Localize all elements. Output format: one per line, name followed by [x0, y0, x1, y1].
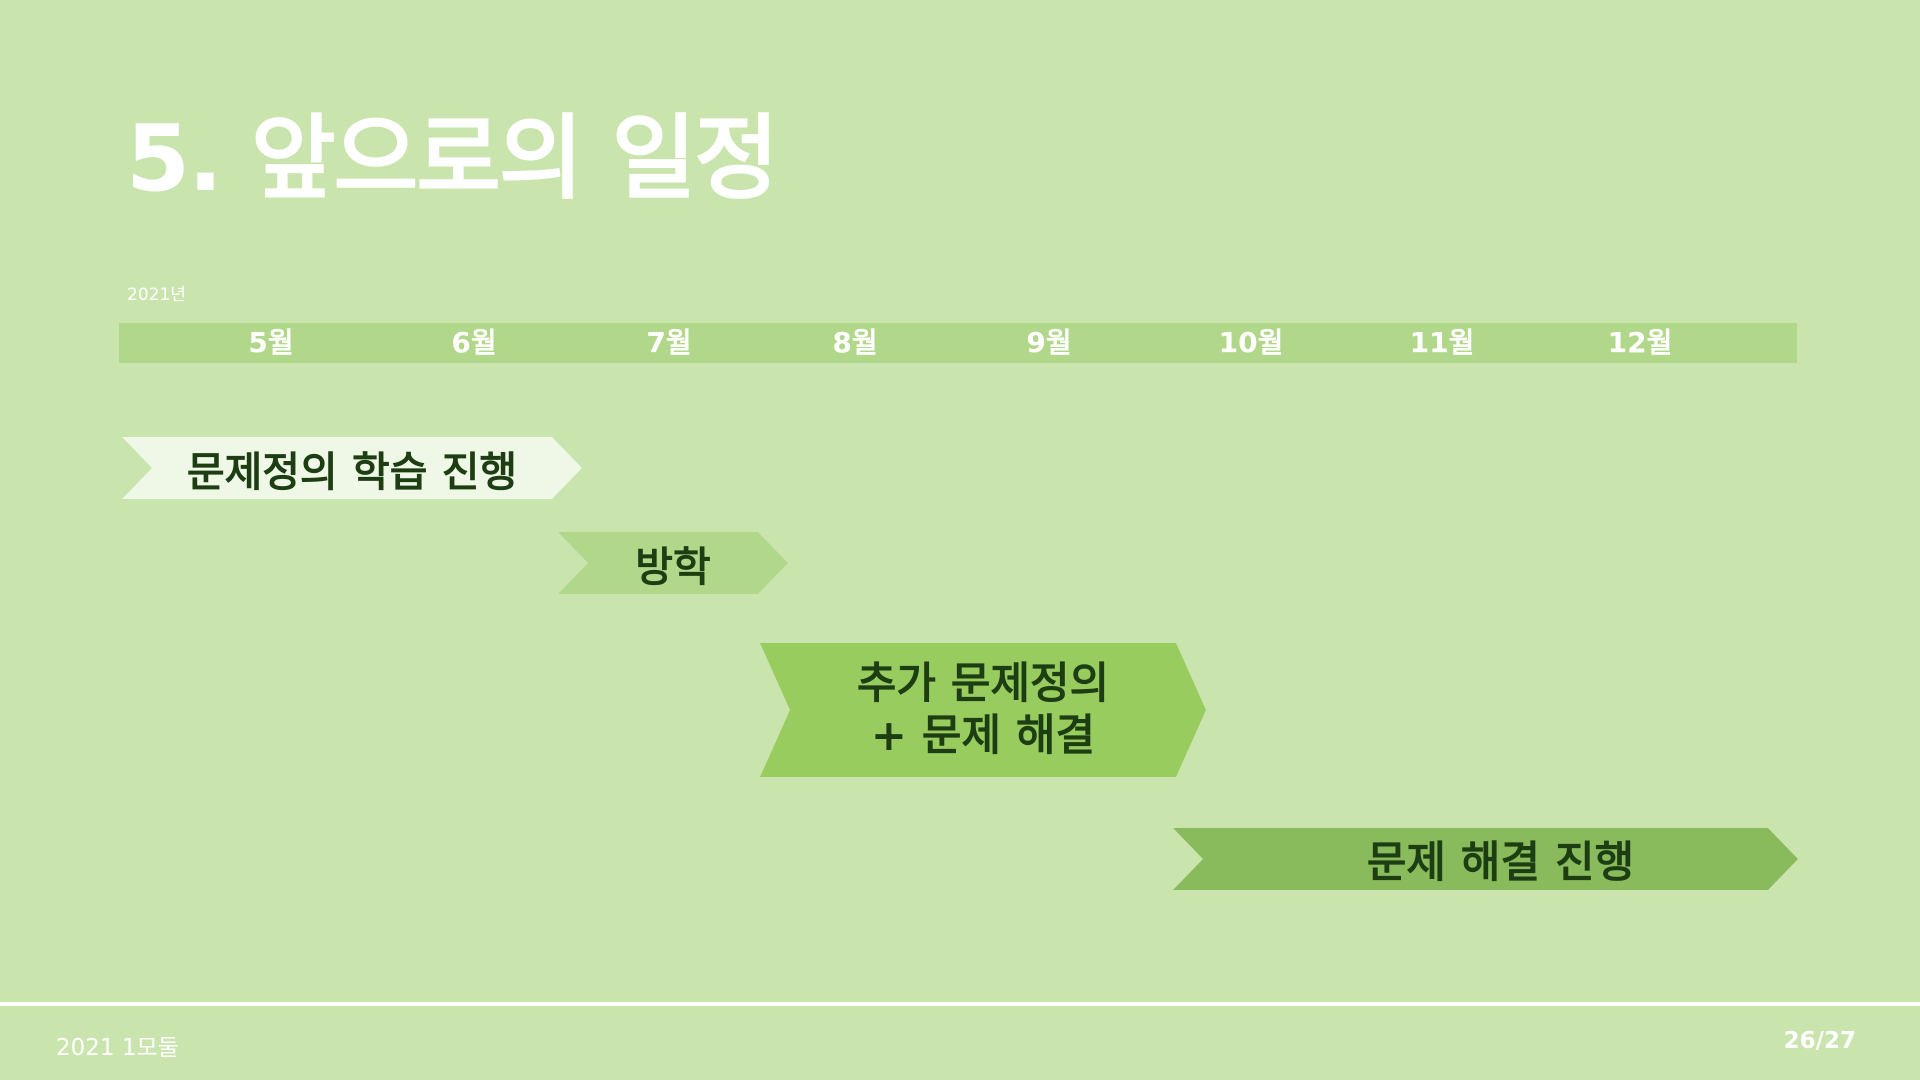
task-label: 문제 해결 진행	[1366, 838, 1635, 888]
month-label-july: 7월	[646, 326, 692, 359]
page-number: 26/27	[1783, 1028, 1856, 1054]
task-additional-definition-solving: 추가 문제정의 + 문제 해결	[760, 643, 1206, 777]
footer-divider	[0, 1002, 1920, 1006]
year-label: 2021년	[127, 285, 186, 305]
task-problem-solving: 문제 해결 진행	[1173, 828, 1798, 890]
month-label-may: 5월	[248, 326, 294, 359]
task-label-line-1: 추가 문제정의	[856, 658, 1110, 709]
task-label-line-2: + 문제 해결	[870, 711, 1096, 761]
footer-team-label: 2021 1모둘	[56, 1035, 179, 1061]
month-label-august: 8월	[832, 326, 878, 359]
task-label: 문제정의 학습 진행	[186, 448, 518, 496]
month-bar: 5월 6월 7월 8월 9월 10월 11월 12월	[119, 323, 1797, 363]
month-label-september: 9월	[1026, 326, 1072, 359]
page-title: 5. 앞으로의 일정	[126, 105, 779, 212]
month-label-november: 11월	[1409, 326, 1475, 359]
month-label-june: 6월	[451, 326, 497, 359]
task-problem-definition-study: 문제정의 학습 진행	[122, 437, 582, 499]
month-label-october: 10월	[1218, 326, 1284, 359]
month-label-december: 12월	[1607, 326, 1673, 359]
task-label: 방학	[635, 543, 711, 591]
task-vacation: 방학	[558, 532, 788, 594]
